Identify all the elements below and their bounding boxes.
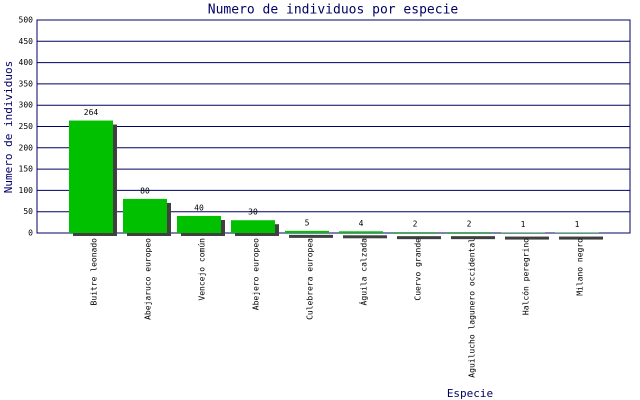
x-tick-label: Culebrera europea: [306, 238, 315, 320]
bar-shadow: [505, 236, 549, 240]
bar: [231, 220, 275, 233]
value-label: 264: [84, 108, 99, 117]
y-tick-label: 300: [19, 101, 34, 110]
bar: [123, 198, 167, 233]
y-tick-label: 200: [19, 143, 34, 152]
x-tick-label: Abejero europeo: [252, 238, 261, 310]
x-tick-label: Águila calzada: [358, 238, 369, 306]
y-tick-label: 450: [19, 37, 34, 46]
bar-shadow: [559, 236, 603, 240]
chart-title: Numero de individuos por especie: [208, 3, 459, 18]
value-label: 1: [575, 220, 580, 229]
y-tick-label: 150: [19, 165, 34, 174]
x-tick-label: Buitre leonado: [90, 238, 99, 306]
value-label: 80: [140, 186, 150, 195]
bar: [177, 215, 221, 233]
value-label: 2: [413, 220, 418, 229]
bar-shadow: [343, 235, 387, 239]
y-tick-label: 250: [19, 122, 34, 131]
value-label: 2: [467, 220, 472, 229]
bar-shadow: [289, 234, 333, 238]
x-tick-label: Milano negro: [576, 238, 585, 296]
y-tick-label: 100: [19, 186, 34, 195]
x-tick-label: Abejaruco europeo: [144, 238, 153, 320]
value-label: 5: [305, 218, 310, 227]
bar: [447, 232, 491, 233]
bar: [69, 120, 113, 233]
bar: [285, 230, 329, 233]
x-tick-label: Halcón peregrino: [521, 238, 531, 315]
y-tick-label: 0: [28, 229, 33, 238]
y-tick-label: 500: [19, 16, 34, 25]
y-tick-label: 50: [23, 207, 33, 216]
value-label: 4: [359, 219, 364, 228]
bar: [393, 232, 437, 233]
y-tick-label: 400: [19, 58, 34, 67]
x-tick-label: Aguilucho lagunero occidental: [468, 238, 477, 378]
value-label: 1: [521, 220, 526, 229]
bar-shadow: [451, 236, 495, 240]
y-axis-label: Numero de individuos: [2, 61, 15, 193]
bar-shadow: [397, 236, 441, 240]
y-tick-label: 350: [19, 79, 34, 88]
x-tick-label: Vencejo común: [198, 238, 207, 301]
bar: [339, 231, 383, 233]
x-axis-label: Especie: [447, 387, 493, 400]
x-tick-label: Cuervo grande: [414, 238, 423, 301]
value-label: 40: [194, 203, 204, 212]
value-label: 30: [248, 208, 258, 217]
